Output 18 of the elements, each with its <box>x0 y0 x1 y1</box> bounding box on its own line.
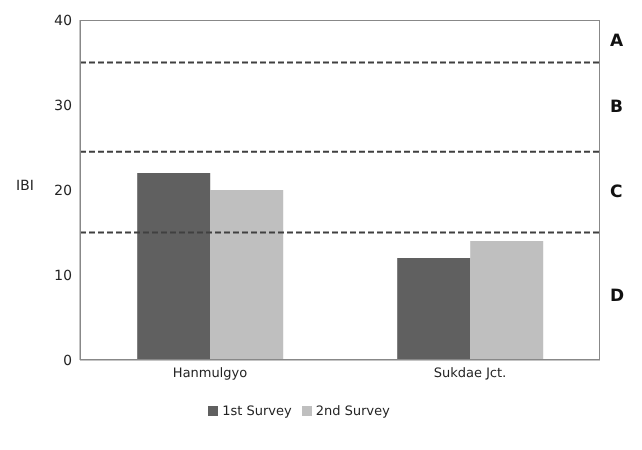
y-tick-label: 10 <box>54 268 72 284</box>
bar <box>210 190 284 360</box>
y-tick-label: 0 <box>63 352 72 369</box>
y-tick-label: 30 <box>54 98 72 114</box>
x-tick-label: Hanmulgyo <box>172 366 248 382</box>
legend-label: 2nd Survey <box>316 404 390 419</box>
bar <box>397 258 470 360</box>
y-tick-label: 20 <box>54 182 72 199</box>
bar <box>137 173 210 360</box>
x-tick-label: Sukdae Jct. <box>434 366 506 382</box>
text: B <box>610 97 623 118</box>
text: D <box>610 286 624 306</box>
text: C <box>610 182 622 202</box>
text: A <box>610 31 624 52</box>
y-axis-title: IBI <box>16 178 34 194</box>
legend-label: 1st Survey <box>222 404 292 419</box>
y-tick-label: 40 <box>54 12 72 29</box>
bar <box>470 241 544 360</box>
